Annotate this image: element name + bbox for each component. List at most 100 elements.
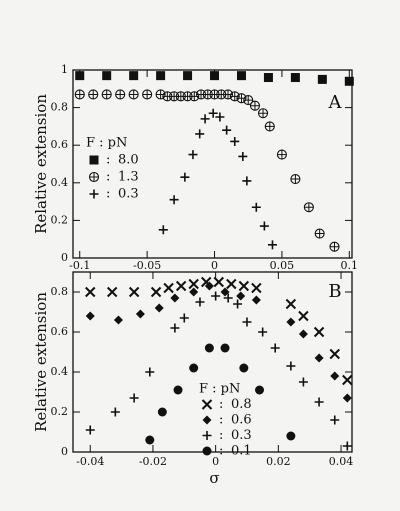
marker — [329, 241, 340, 252]
y-tick-label: 0.2 — [51, 405, 69, 418]
marker — [142, 89, 153, 100]
marker — [169, 195, 179, 205]
marker — [270, 343, 280, 353]
legend-label: 0.6 — [231, 413, 252, 428]
marker — [145, 435, 155, 445]
marker — [88, 89, 99, 100]
plus — [315, 229, 325, 239]
plus — [238, 151, 248, 161]
marker — [236, 291, 246, 301]
square — [129, 71, 139, 81]
plus — [270, 343, 280, 353]
diamond — [204, 281, 214, 291]
plus — [223, 293, 233, 303]
x-axis-label: σ — [209, 469, 219, 487]
cross — [313, 326, 325, 338]
marker — [243, 95, 254, 106]
marker — [85, 311, 95, 321]
x-tick-label: -0.04 — [76, 455, 104, 468]
marker — [303, 202, 314, 213]
plus — [211, 291, 221, 301]
marker — [215, 112, 225, 122]
marker — [195, 129, 205, 139]
dot — [255, 385, 265, 395]
marker — [210, 71, 220, 81]
marker — [342, 393, 352, 403]
plus — [89, 189, 99, 199]
marker — [85, 425, 95, 435]
plus — [188, 150, 198, 160]
marker — [204, 343, 214, 353]
diamond — [286, 317, 296, 327]
panel-label: B — [328, 281, 341, 302]
x-tick-label: 0 — [211, 259, 218, 272]
marker — [195, 297, 205, 307]
marker — [158, 225, 168, 235]
x-tick-label: 0.02 — [266, 455, 291, 468]
marker — [251, 295, 261, 305]
marker — [188, 278, 199, 290]
marker — [213, 276, 224, 288]
marker — [314, 353, 324, 363]
plus — [200, 114, 210, 124]
marker — [330, 371, 340, 381]
marker — [202, 431, 212, 440]
plus — [258, 327, 268, 337]
marker — [85, 286, 96, 298]
marker — [238, 280, 250, 292]
marker — [298, 310, 309, 322]
plus — [202, 431, 212, 440]
marker — [242, 176, 252, 186]
square — [210, 71, 220, 81]
plus — [89, 172, 99, 182]
y-tick-label: 0.8 — [51, 285, 69, 298]
marker — [128, 89, 139, 100]
square — [317, 74, 327, 84]
y-tick-label: 0 — [61, 251, 68, 264]
plus — [243, 95, 253, 105]
marker — [170, 293, 180, 303]
x-tick-label: -0.02 — [139, 455, 167, 468]
plus — [180, 172, 190, 182]
plus — [129, 89, 139, 99]
marker — [342, 374, 353, 386]
cross — [106, 286, 118, 298]
y-tick-label: 0.6 — [51, 325, 69, 338]
marker — [179, 313, 189, 323]
plus — [195, 129, 205, 139]
square — [102, 71, 112, 81]
legend-separator: : — [106, 187, 110, 202]
plus — [230, 136, 240, 146]
plus — [129, 393, 139, 403]
square — [263, 73, 273, 83]
diamond — [154, 303, 164, 313]
marker — [223, 293, 233, 303]
dot — [204, 343, 214, 353]
diamond — [189, 287, 199, 297]
marker — [157, 407, 167, 417]
marker — [145, 367, 155, 377]
square — [89, 155, 99, 165]
y-tick-label: 0.8 — [51, 101, 69, 114]
marker — [189, 287, 199, 297]
marker — [290, 73, 300, 83]
plus — [110, 407, 120, 417]
dot — [286, 431, 296, 441]
diamond — [330, 371, 340, 381]
marker — [314, 397, 324, 407]
diamond — [135, 309, 145, 319]
square — [236, 71, 246, 81]
marker — [170, 323, 180, 333]
plus — [145, 367, 155, 377]
y-tick-label: 0 — [61, 445, 68, 458]
marker — [267, 240, 277, 250]
marker — [211, 291, 221, 301]
legend-title: F : pN — [199, 382, 240, 397]
legend-separator: : — [219, 397, 223, 412]
square — [75, 71, 85, 81]
y-tick-label: 0.4 — [51, 365, 69, 378]
marker — [156, 71, 166, 81]
square — [183, 71, 193, 81]
marker — [251, 282, 262, 294]
